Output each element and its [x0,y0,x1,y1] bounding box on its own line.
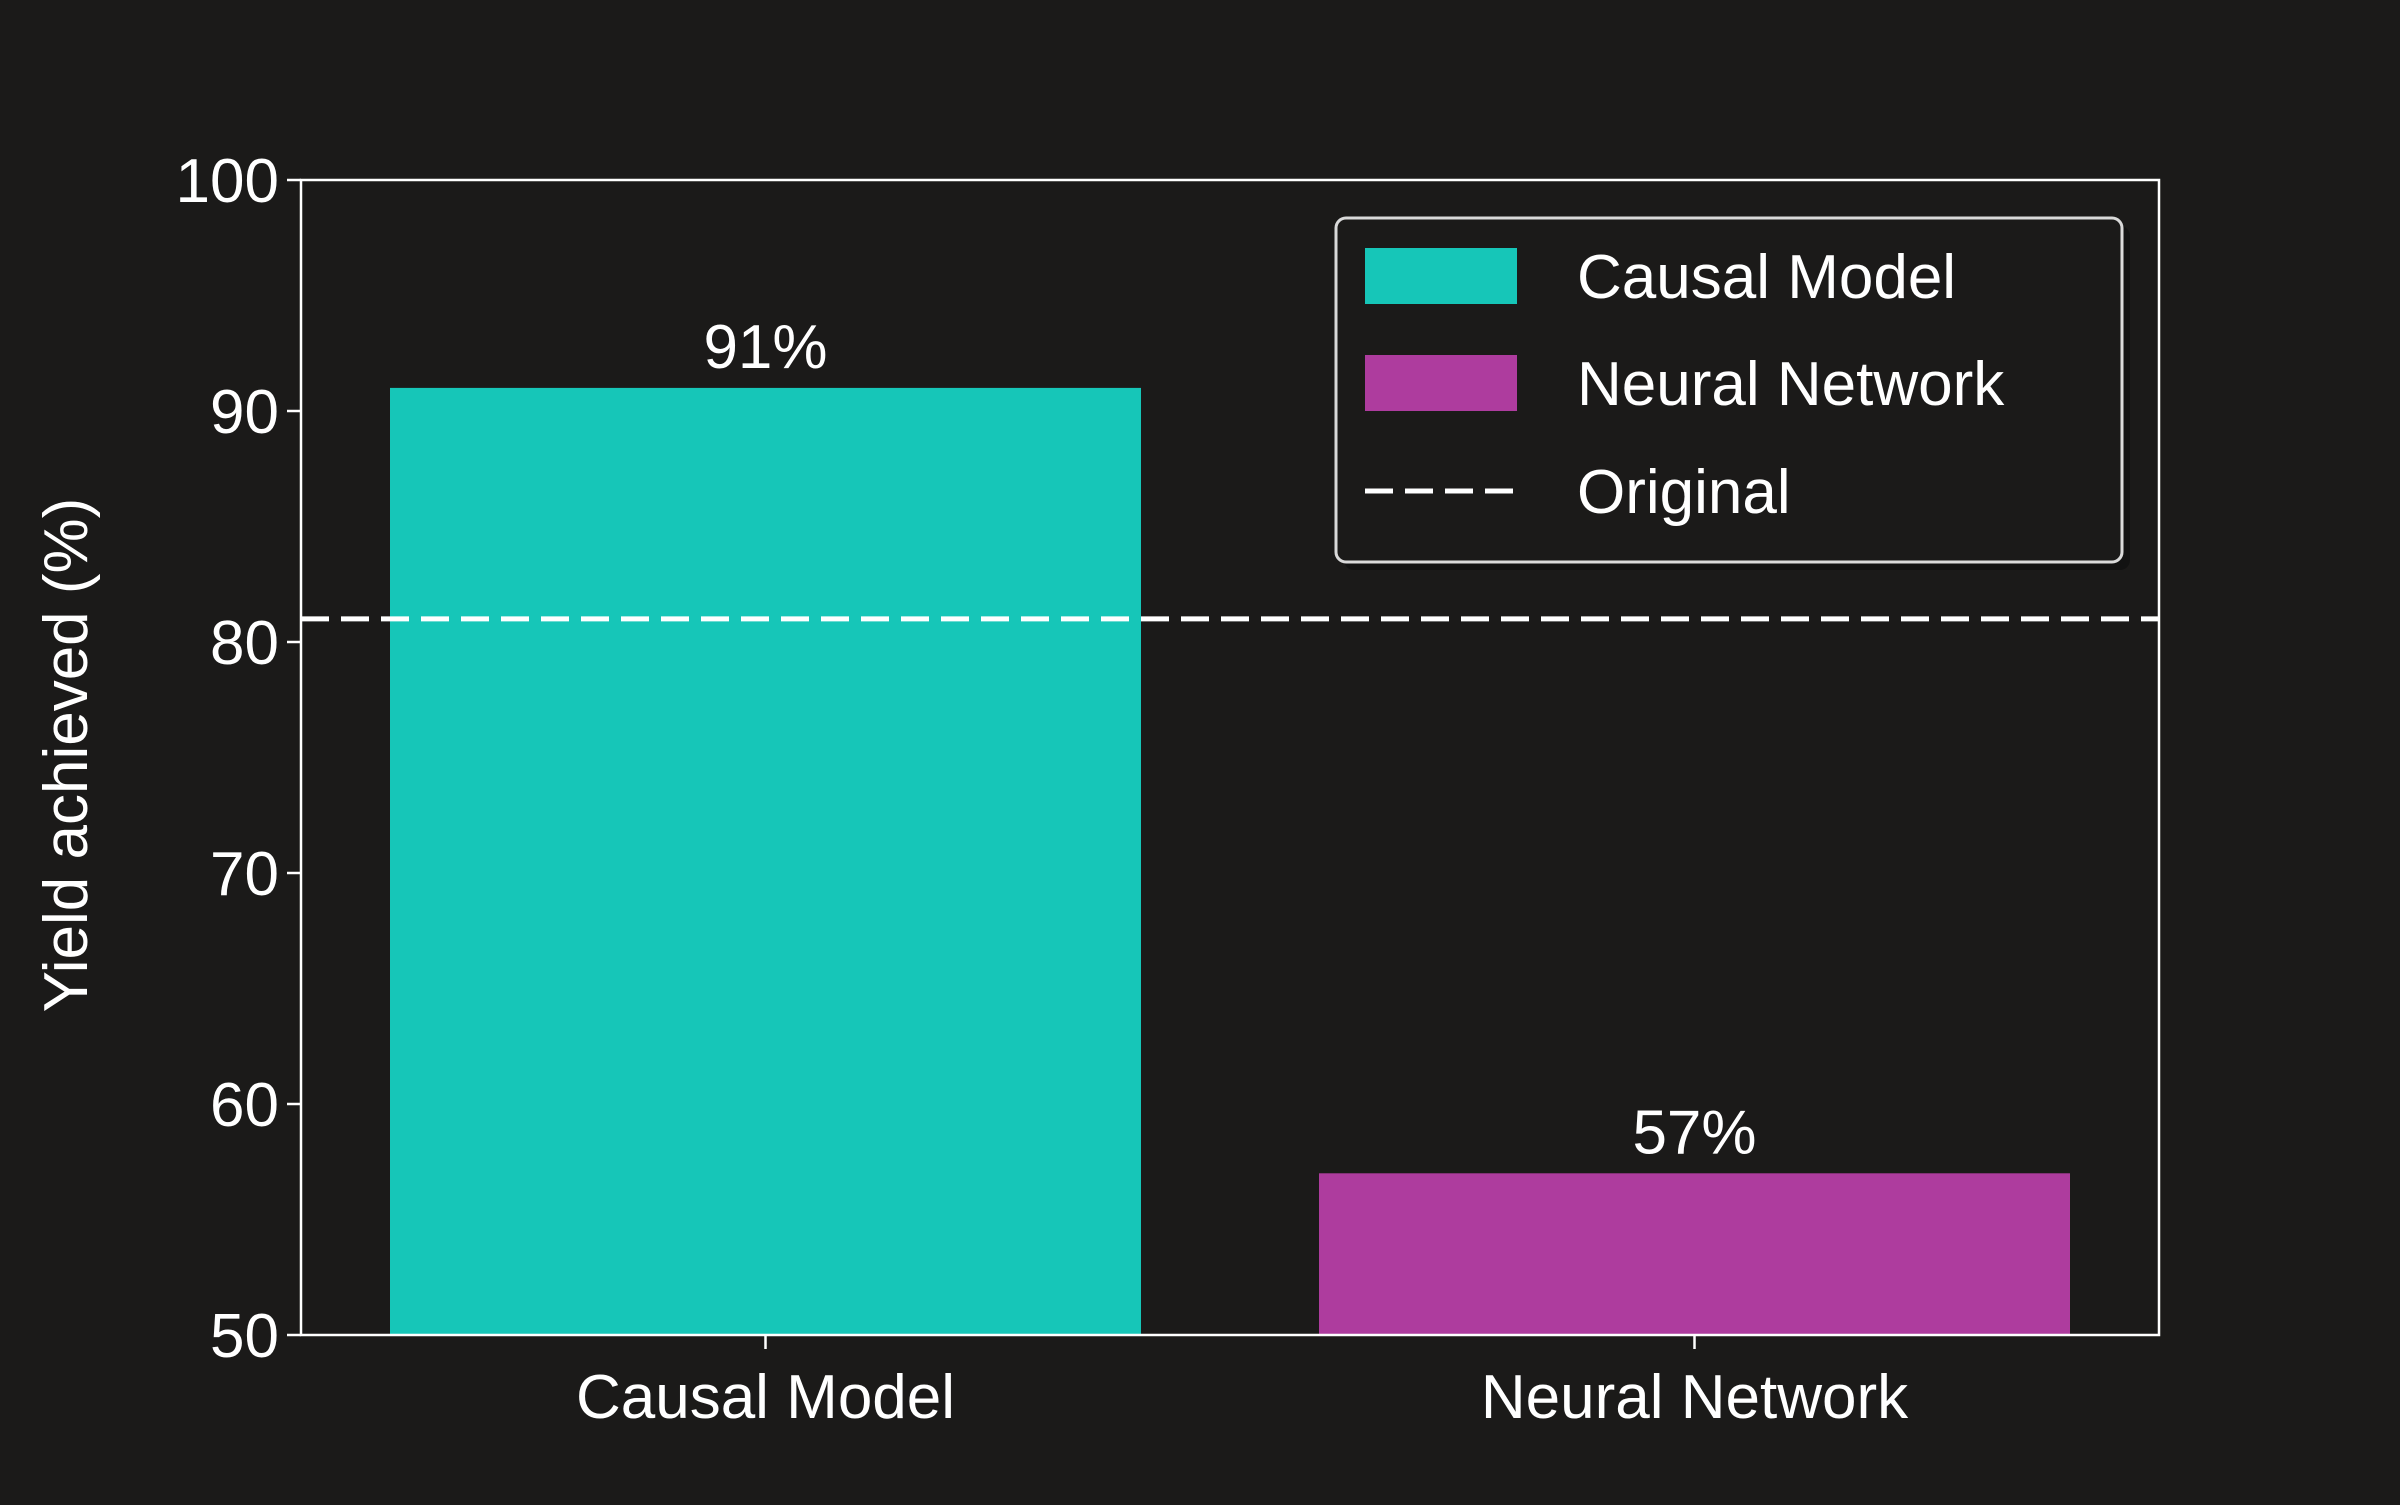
legend-swatch-causal-model [1365,248,1517,304]
legend-label: Causal Model [1577,243,1956,312]
y-tick-label: 90 [210,378,279,447]
y-tick-label: 60 [210,1071,279,1140]
legend-box [1334,216,2124,564]
y-tick-label: 50 [210,1302,279,1371]
y-tick-label: 80 [210,609,279,678]
x-tick-label: Causal Model [576,1363,955,1432]
plot-frame [299,178,2161,1337]
bar-value-label: 57% [1632,1098,1756,1167]
plot-area: 91% Causal Model 57% Neural Network 50 60 70 80… [176,147,2161,1432]
y-tick-label: 100 [176,147,279,216]
legend-label: Neural Network [1577,350,2005,419]
bar-causal-model [390,387,1141,1335]
y-tick-label: 70 [210,840,279,909]
y-axis-label: Yield achieved (%) [32,498,101,1013]
legend-swatch-neural-network [1365,355,1517,411]
bar-neural-network [1319,1173,2070,1335]
legend-label: Original [1577,458,1791,527]
bar-value-label: 91% [703,313,827,382]
x-tick-label: Neural Network [1481,1363,1909,1432]
